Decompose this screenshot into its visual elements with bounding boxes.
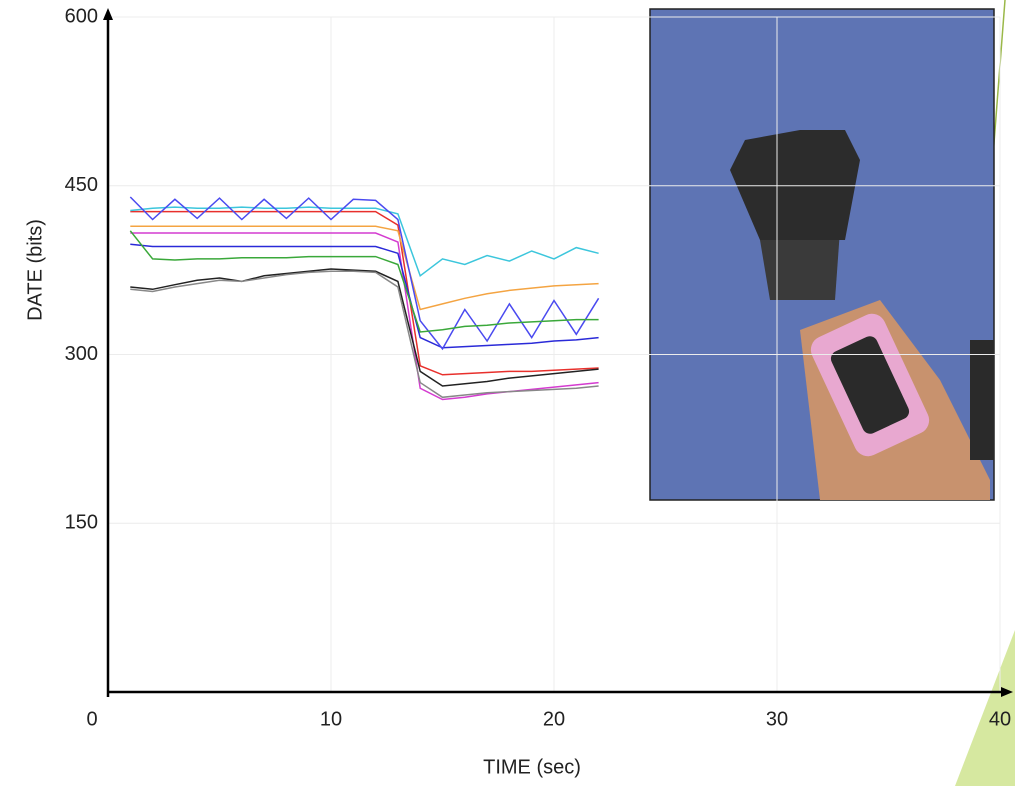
data-line xyxy=(130,270,599,399)
x-tick-label: 30 xyxy=(766,708,788,730)
data-line xyxy=(129,230,599,333)
data-line xyxy=(130,232,599,401)
data-line xyxy=(130,243,599,349)
x-axis-arrow xyxy=(1001,687,1013,697)
y-tick-label: 600 xyxy=(65,5,98,27)
y-tick-label: 300 xyxy=(65,343,98,365)
data-line xyxy=(129,196,600,351)
x-tick-label: 0 xyxy=(86,708,97,730)
x-axis-title: TIME (sec) xyxy=(483,756,581,778)
y-axis-arrow xyxy=(103,8,113,20)
x-tick-label: 10 xyxy=(320,708,342,730)
photo xyxy=(649,8,995,501)
x-tick-label: 20 xyxy=(543,708,565,730)
y-axis-title: DATE (bits) xyxy=(24,219,46,321)
data-line xyxy=(130,206,599,278)
x-tick-label: 40 xyxy=(989,708,1011,730)
y-tick-label: 450 xyxy=(65,174,98,196)
data-line xyxy=(130,268,599,387)
data-line xyxy=(130,225,599,311)
data-line xyxy=(130,210,599,376)
y-tick-label: 150 xyxy=(65,512,98,534)
